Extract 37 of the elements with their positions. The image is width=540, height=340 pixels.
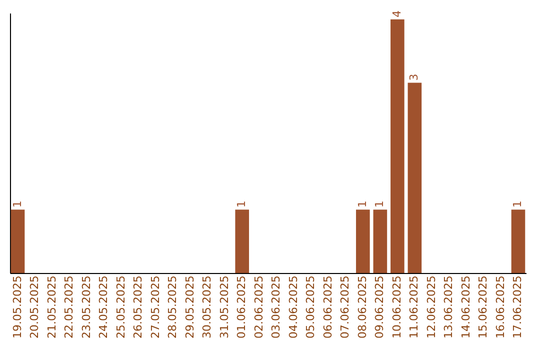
data-label: 3 — [408, 74, 421, 81]
data-label: 1 — [235, 200, 248, 208]
data-label: 1 — [356, 200, 369, 208]
x-tick-label: 20.05.2025 — [28, 276, 42, 338]
x-tick-label: 30.05.2025 — [200, 276, 214, 338]
x-tick-label: 23.05.2025 — [80, 276, 93, 338]
x-tick-label: 26.05.2025 — [132, 276, 145, 338]
x-tick-label: 24.05.2025 — [97, 276, 110, 338]
x-tick-label: 07.06.2025 — [338, 276, 352, 338]
data-label: 1 — [511, 200, 524, 208]
x-tick-label: 25.05.2025 — [114, 276, 128, 338]
x-tick-label: 29.05.2025 — [183, 276, 196, 338]
x-tick-label: 28.05.2025 — [166, 276, 180, 338]
x-tick-label: 22.05.2025 — [62, 276, 76, 338]
x-tick-label: 09.06.2025 — [373, 276, 386, 338]
x-tick-label: 06.06.2025 — [321, 276, 334, 338]
x-tick-label: 17.06.2025 — [511, 276, 524, 338]
x-tick-label: 27.05.2025 — [148, 276, 162, 338]
x-tick-label: 05.06.2025 — [304, 276, 318, 338]
x-tick-label: 31.05.2025 — [218, 276, 231, 338]
x-tick-label: 14.06.2025 — [459, 276, 472, 338]
x-tick-label: 13.06.2025 — [442, 276, 456, 338]
x-tick-label: 02.06.2025 — [252, 276, 266, 338]
x-tick-label: 15.06.2025 — [476, 276, 490, 338]
x-tick-label: 12.06.2025 — [424, 276, 438, 338]
x-tick-label: 11.06.2025 — [408, 276, 421, 338]
x-tick-label: 10.06.2025 — [390, 276, 404, 338]
x-tick-label: 19.05.2025 — [10, 276, 24, 338]
x-tick-label: 01.06.2025 — [235, 276, 248, 338]
data-label: 4 — [390, 10, 404, 18]
data-label: 1 — [10, 200, 24, 208]
x-tick-label: 16.06.2025 — [494, 276, 507, 338]
x-tick-label: 03.06.2025 — [270, 276, 283, 338]
data-label: 1 — [373, 200, 386, 208]
x-tick-label: 08.06.2025 — [356, 276, 369, 338]
x-tick-label: 04.06.2025 — [286, 276, 300, 338]
x-tick-label: 21.05.2025 — [45, 276, 58, 338]
